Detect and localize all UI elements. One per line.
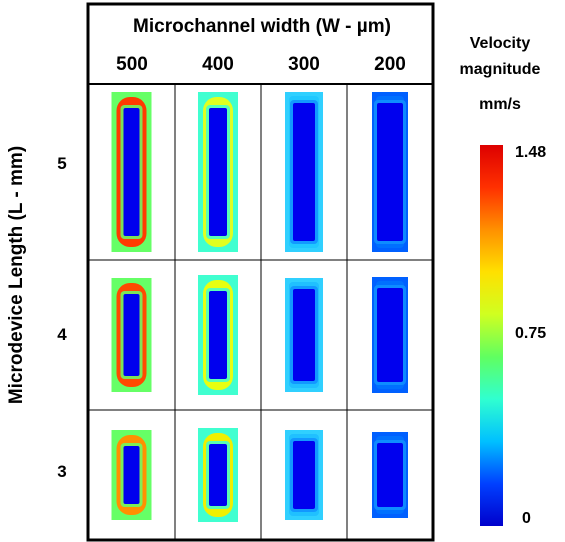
velocity-cell (111, 430, 152, 520)
width-label-200: 200 (374, 54, 406, 75)
x-axis-title: Microchannel width (W - µm) (133, 16, 391, 37)
velocity-cell (285, 278, 323, 392)
cell-low-velocity-core (123, 446, 140, 504)
width-label-400: 400 (202, 54, 234, 75)
colorbar (480, 145, 503, 526)
velocity-cell (198, 428, 238, 522)
cell-low-velocity-core (123, 108, 140, 236)
velocity-cell (111, 92, 152, 252)
cell-low-velocity-core (293, 289, 315, 381)
width-label-500: 500 (116, 54, 148, 75)
velocity-field-grid (111, 92, 408, 522)
cell-low-velocity-core (377, 288, 403, 382)
cell-low-velocity-core (123, 294, 140, 376)
colorbar-unit: mm/s (479, 96, 521, 113)
cell-low-velocity-core (293, 103, 315, 241)
velocity-cell (372, 92, 408, 252)
cell-low-velocity-core (293, 441, 315, 509)
cell-low-velocity-core (209, 444, 227, 506)
velocity-cell (372, 277, 408, 393)
cell-low-velocity-core (377, 103, 403, 241)
length-label-4: 4 (57, 325, 67, 344)
width-label-300: 300 (288, 54, 320, 75)
velocity-cell (198, 275, 238, 395)
colorbar-title-line2: magnitude (460, 61, 541, 78)
length-label-5: 5 (57, 154, 66, 173)
velocity-cell (111, 278, 152, 392)
velocity-cell (285, 430, 323, 520)
colorbar-mid-label: 0.75 (515, 325, 546, 342)
colorbar-max-label: 1.48 (515, 144, 546, 161)
cell-low-velocity-core (209, 108, 227, 236)
length-label-3: 3 (57, 462, 66, 481)
colorbar-title-line1: Velocity (470, 35, 531, 52)
colorbar-min-label: 0 (522, 510, 531, 527)
velocity-cell (285, 92, 323, 252)
velocity-cell (372, 432, 408, 518)
velocity-cell (198, 92, 238, 252)
y-axis-title: Microdevice Length (L - mm) (6, 146, 27, 404)
cell-low-velocity-core (209, 291, 227, 379)
cell-low-velocity-core (377, 443, 403, 507)
